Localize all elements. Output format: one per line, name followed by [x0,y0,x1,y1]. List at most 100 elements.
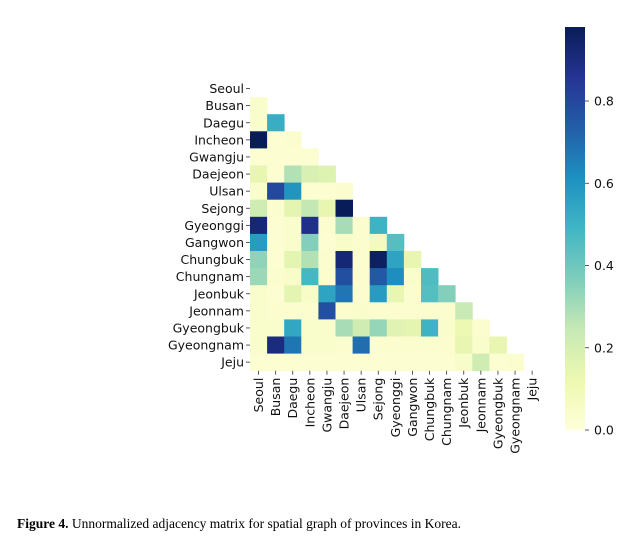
heatmap-cell-gyeongnam-busan [267,336,285,354]
heatmap-cell-jeonbuk-chungnam [438,285,456,303]
y-tick-label-seoul: Seoul [209,81,244,96]
heatmap-cell-incheon-daegu [284,131,302,149]
heatmap-cell-sejong-busan [267,199,285,218]
heatmap-cell-busan-seoul [250,97,268,115]
x-tick-label-gyeonggi: Gyeonggi [388,378,403,438]
heatmap-cell-chungbuk-gyeonggi [386,251,405,269]
x-tick-label-busan: Busan [268,378,283,417]
heatmap-cell-jeju-ulsan [352,353,371,372]
heatmap-cell-chungbuk-seoul [250,251,268,269]
heatmap-cell-gyeongnam-ulsan [352,336,371,354]
y-tick-label-daegu: Daegu [203,115,244,130]
x-tick-label-gwangju: Gwangju [319,378,334,433]
heatmap-cell-chungnam-sejong [369,268,388,286]
y-tick-label-jeonnam: Jeonnam [188,303,244,318]
heatmap-cell-gyeongbuk-seoul [250,319,268,337]
heatmap-cell-gyeongbuk-incheon [301,319,319,337]
heatmap-cell-daejeon-incheon [301,165,319,183]
heatmap-cell-jeonbuk-chungbuk [421,285,439,303]
x-axis-labels: Seoul Busan Daegu Incheon Gwangju Daejeon Ulsa… [251,370,540,454]
heatmap-cell-jeju-chungbuk [421,353,439,372]
heatmap-cell-gyeongbuk-jeonbuk [455,319,473,337]
heatmap-cell-gwangju-daegu [284,148,302,166]
heatmap-cell-sejong-incheon [301,199,319,218]
x-tick-label-ulsan: Ulsan [354,378,369,413]
heatmap-cell-jeonnam-chungnam [438,302,456,320]
heatmap-cell-gyeongbuk-sejong [369,319,388,337]
colorbar-tick-label: 0.6 [594,176,614,191]
x-tick-label-daegu: Daegu [285,378,300,419]
heatmap-cell-jeju-gwangju [318,353,336,372]
heatmap-cell-gyeonggi-sejong [369,216,388,235]
x-tick-label-chungbuk: Chungbuk [422,377,437,441]
heatmap-cell-jeju-gyeongnam [506,353,524,372]
heatmap-cells [250,97,524,372]
heatmap-cell-gangwon-incheon [301,233,319,252]
x-tick-label-gangwon: Gangwon [405,378,420,437]
heatmap-cell-jeonnam-chungbuk [421,302,439,320]
heatmap-cell-jeju-gyeongbuk [489,353,507,372]
heatmap-cell-gyeongnam-gyeonggi [386,336,405,354]
heatmap-cell-daejeon-gwangju [318,165,336,183]
heatmap-cell-chungbuk-ulsan [352,251,371,269]
heatmap-cell-chungbuk-gangwon [403,251,422,269]
heatmap-cell-chungbuk-daegu [284,251,302,269]
heatmap-cell-ulsan-daejeon [335,182,353,201]
heatmap-cell-jeju-jeonbuk [455,353,473,372]
heatmap-cell-jeonnam-jeonbuk [455,302,473,320]
x-tick-label-gyeongbuk: Gyeongbuk [490,377,505,449]
heatmap-cell-chungbuk-daejeon [335,251,353,269]
caption-label: Figure 4. [17,516,69,531]
heatmap-cell-gyeongnam-daejeon [335,336,353,354]
heatmap-cell-gyeongbuk-gangwon [403,319,422,337]
heatmap-cell-gwangju-seoul [250,148,268,166]
heatmap-cell-jeonbuk-gangwon [403,285,422,303]
heatmap-cell-ulsan-gwangju [318,182,336,201]
heatmap-cell-jeonbuk-daegu [284,285,302,303]
y-axis-labels: Seoul Busan Daegu Incheon Gwangju Daejeon Ulsa… [168,81,250,370]
heatmap-cell-daejeon-busan [267,165,285,183]
figure-caption: Figure 4. Unnormalized adjacency matrix … [17,516,617,532]
heatmap-cell-gyeongnam-jeonbuk [455,336,473,354]
heatmap-cell-gyeongnam-chungbuk [421,336,439,354]
heatmap-cell-gangwon-daegu [284,233,302,252]
heatmap-cell-incheon-seoul [250,131,268,149]
heatmap-cell-jeju-gangwon [403,353,422,372]
y-tick-label-jeonbuk: Jeonbuk [193,286,245,301]
y-tick-label-chungnam: Chungnam [176,269,244,284]
heatmap-cell-gyeonggi-gwangju [318,216,336,235]
heatmap-cell-jeju-sejong [369,353,388,372]
heatmap-cell-gangwon-daejeon [335,233,353,252]
heatmap-cell-gyeongnam-seoul [250,336,268,354]
heatmap-cell-sejong-gwangju [318,199,336,218]
heatmap-cell-jeonbuk-ulsan [352,285,371,303]
y-tick-label-gwangju: Gwangju [189,149,244,164]
heatmap-cell-jeonnam-daejeon [335,302,353,320]
y-tick-label-daejeon: Daejeon [192,167,244,182]
y-tick-label-busan: Busan [205,98,244,113]
heatmap-cell-gyeonggi-daejeon [335,216,353,235]
heatmap-cell-gwangju-busan [267,148,285,166]
heatmap-cell-chungnam-seoul [250,268,268,286]
colorbar-tick-label: 0.2 [594,340,614,355]
heatmap-cell-jeonbuk-incheon [301,285,319,303]
heatmap-cell-chungnam-ulsan [352,268,371,286]
heatmap-cell-jeju-seoul [250,353,268,372]
heatmap-cell-daegu-busan [267,114,285,132]
heatmap-cell-chungnam-busan [267,268,285,286]
heatmap-cell-gyeongnam-daegu [284,336,302,354]
heatmap-cell-jeju-busan [267,353,285,372]
heatmap-cell-jeonnam-ulsan [352,302,371,320]
heatmap-cell-ulsan-seoul [250,182,268,201]
heatmap-cell-gyeonggi-daegu [284,216,302,235]
heatmap-cell-gyeongnam-gwangju [318,336,336,354]
heatmap-cell-gyeongbuk-ulsan [352,319,371,337]
heatmap-cell-sejong-seoul [250,199,268,218]
x-tick-label-daejeon: Daejeon [337,378,352,430]
heatmap-cell-gangwon-seoul [250,233,268,252]
heatmap-cell-sejong-daejeon [335,199,353,218]
heatmap-cell-gangwon-sejong [369,233,388,252]
x-tick-label-incheon: Incheon [302,378,317,428]
heatmap-cell-gyeonggi-busan [267,216,285,235]
